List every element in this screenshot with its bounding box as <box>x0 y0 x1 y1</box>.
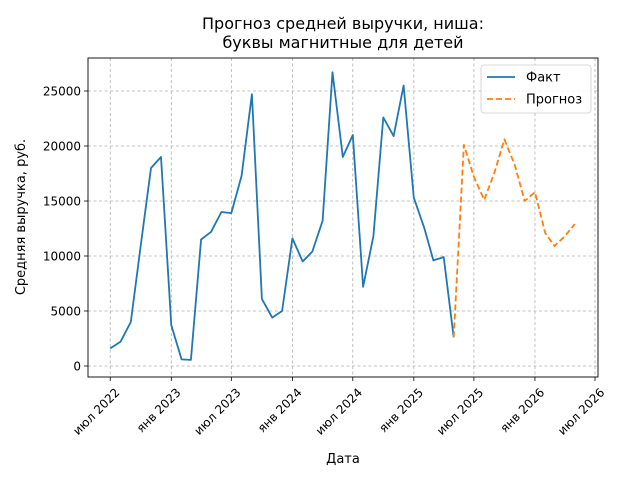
y-tick-label: 15000 <box>43 195 81 209</box>
y-tick-label: 20000 <box>43 140 81 154</box>
y-tick-label: 25000 <box>43 85 81 99</box>
legend: Факт Прогноз <box>480 64 592 114</box>
series-line-2 <box>452 138 576 338</box>
y-tick-label: 5000 <box>50 305 81 319</box>
y-tick-label: 0 <box>73 360 81 374</box>
legend-label-2: Прогноз <box>526 93 582 108</box>
series-group <box>109 71 576 361</box>
x-axis-label: Дата <box>326 452 360 467</box>
series-line-1 <box>109 71 455 361</box>
legend-label-1: Факт <box>526 71 561 86</box>
plot-frame <box>87 57 599 378</box>
y-axis-label: Средняя выручка, руб. <box>14 139 29 295</box>
grid <box>88 58 598 377</box>
y-tick-label: 10000 <box>43 250 81 264</box>
chart-title: Прогноз средней выручки, ниша: буквы магн… <box>202 14 484 52</box>
